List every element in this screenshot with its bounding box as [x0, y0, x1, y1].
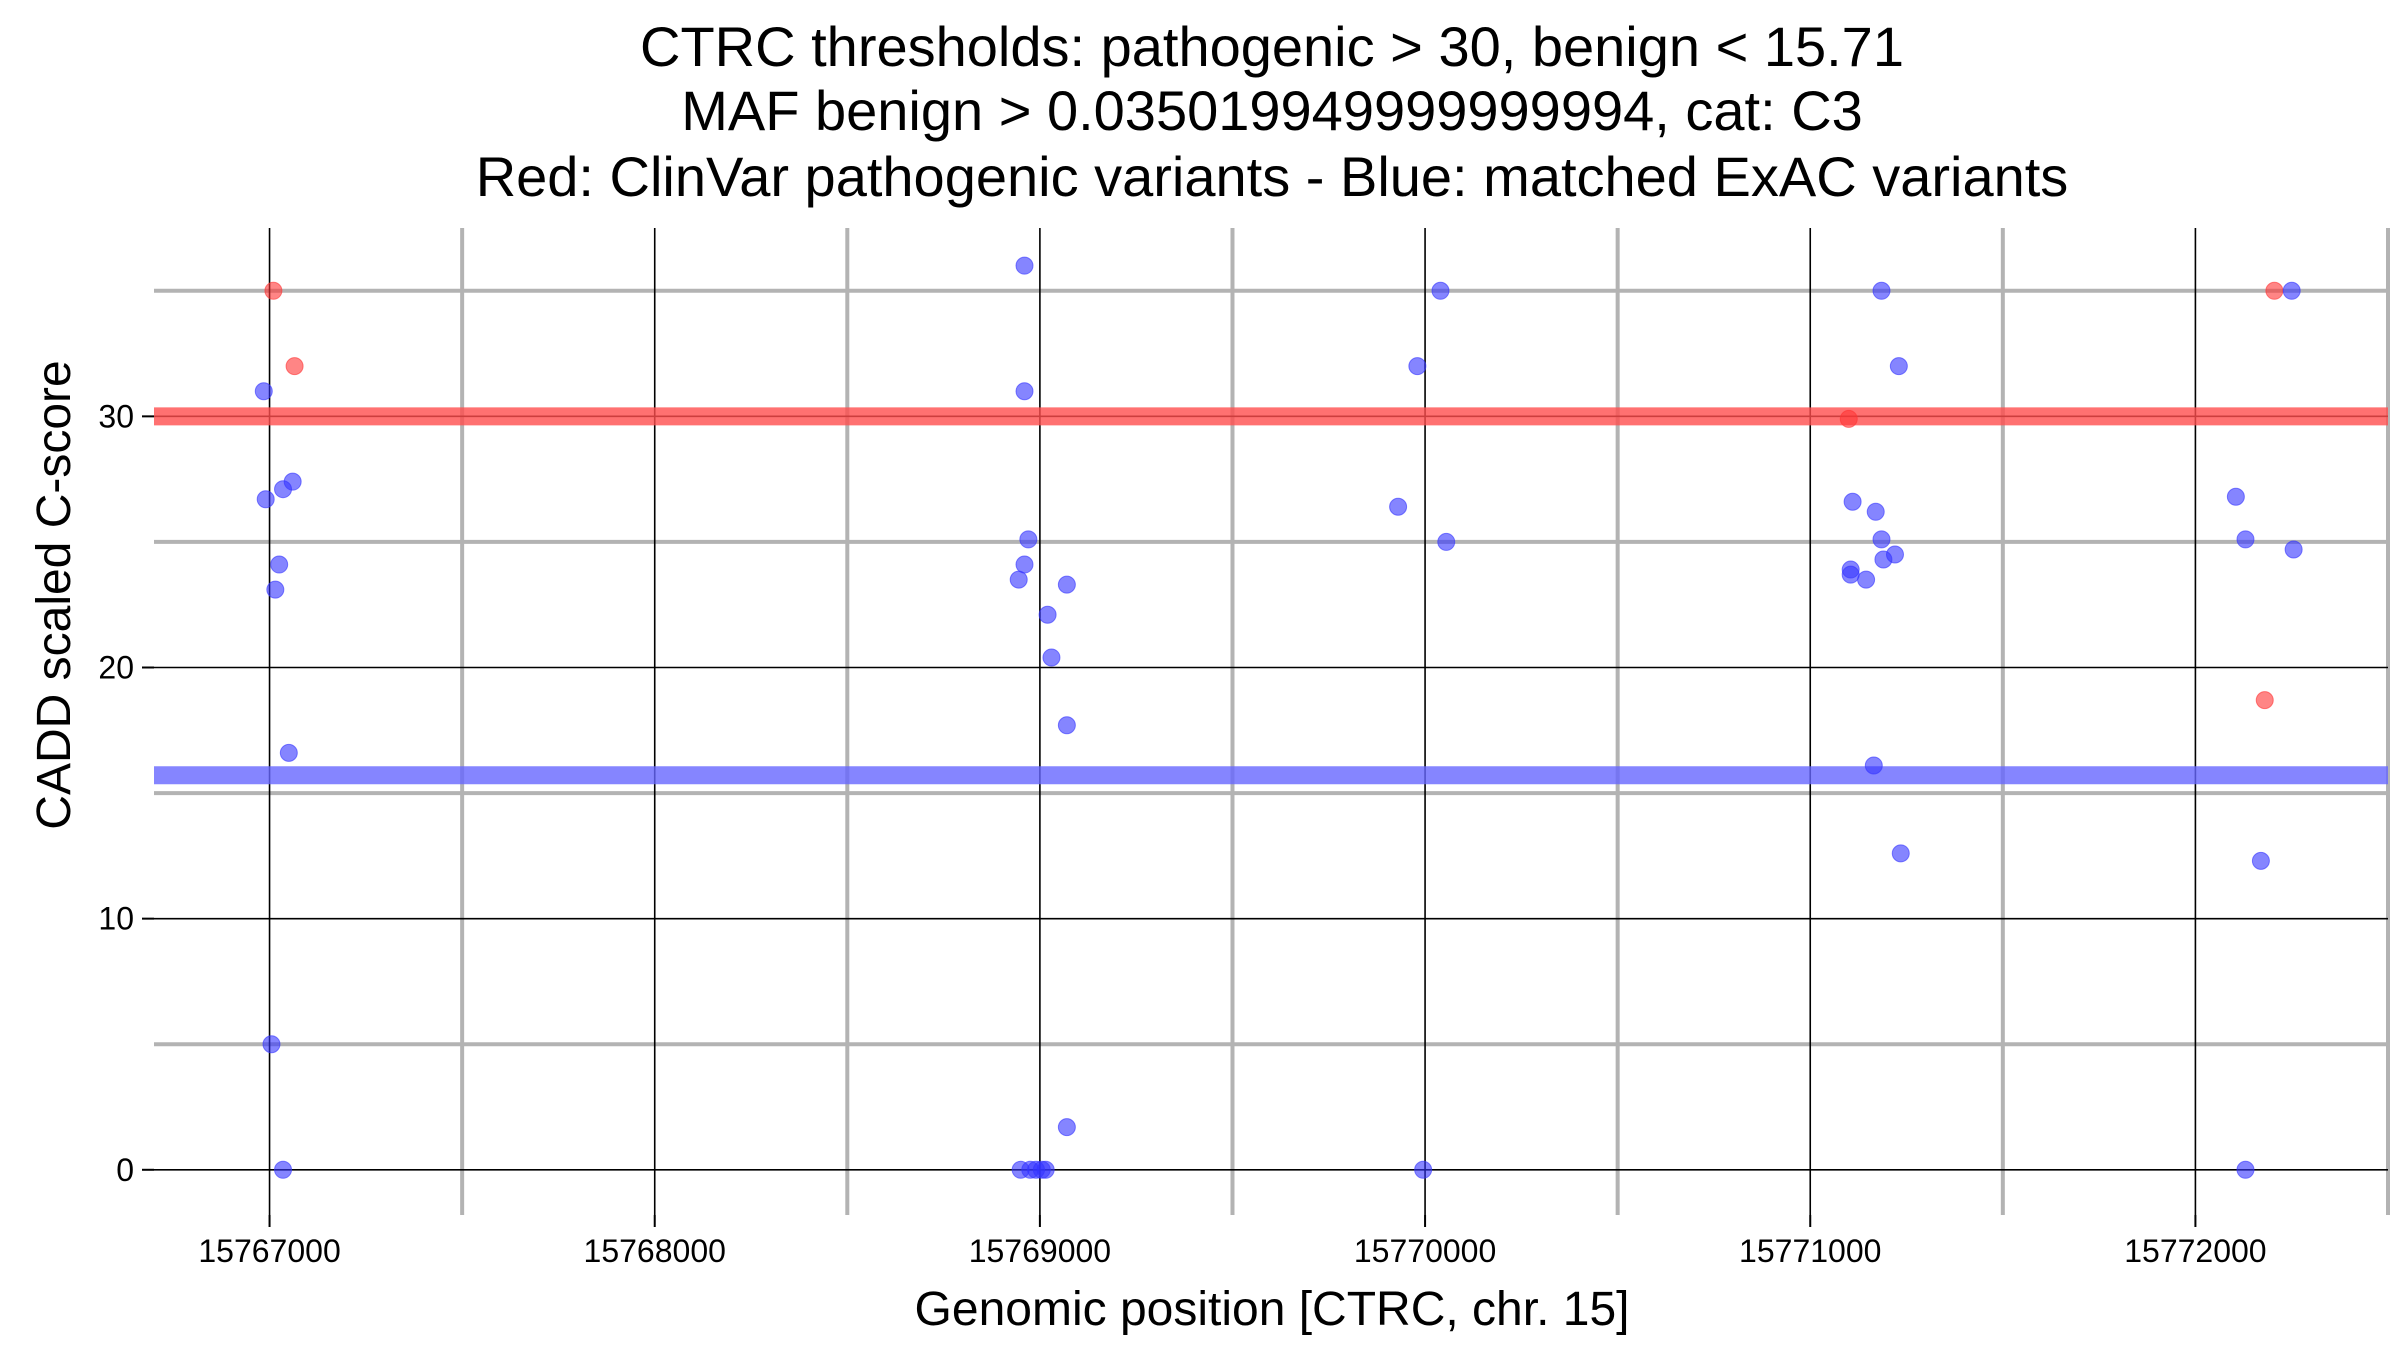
- exac-point: [1408, 357, 1427, 376]
- x-tick-label: 15769000: [969, 1233, 1111, 1269]
- exac-point: [2251, 851, 2270, 870]
- x-tick-label: 15772000: [2124, 1233, 2266, 1269]
- exac-point: [2282, 281, 2301, 300]
- y-tick-label: 30: [98, 398, 134, 434]
- major-gridlines: [154, 228, 2388, 1215]
- y-tick-label: 10: [98, 901, 134, 937]
- exac-point: [1864, 756, 1883, 775]
- exac-point: [1042, 648, 1061, 667]
- exac-point: [1889, 357, 1908, 376]
- y-axis-title: CADD scaled C-score: [28, 360, 81, 829]
- clinvar-point: [2265, 281, 2284, 300]
- title-line-2: MAF benign > 0.035019949999999994, cat: …: [681, 79, 1863, 142]
- clinvar-point: [1839, 409, 1858, 428]
- exac-point: [1866, 502, 1885, 521]
- exac-point: [1015, 555, 1034, 574]
- exac-point: [1872, 281, 1891, 300]
- threshold-lines: [154, 407, 2388, 785]
- title-line-1: CTRC thresholds: pathogenic > 30, benign…: [640, 15, 1904, 78]
- x-axis-title: Genomic position [CTRC, chr. 15]: [915, 1283, 1630, 1336]
- exac-point: [262, 1035, 281, 1054]
- y-tick-label: 20: [98, 650, 134, 686]
- minor-gridlines: [154, 228, 2390, 1215]
- data-points: [254, 256, 2303, 1179]
- exac-point: [1874, 550, 1893, 569]
- clinvar-point: [264, 281, 283, 300]
- exac-point: [1872, 530, 1891, 549]
- x-tick-label: 15770000: [1354, 1233, 1496, 1269]
- title-line-3: Red: ClinVar pathogenic variants - Blue:…: [476, 145, 2069, 208]
- exac-point: [2236, 1160, 2255, 1179]
- chart-title: CTRC thresholds: pathogenic > 30, benign…: [476, 15, 2069, 208]
- exac-point: [1414, 1160, 1433, 1179]
- exac-point: [1857, 570, 1876, 589]
- x-tick-label: 15767000: [198, 1233, 340, 1269]
- exac-point: [274, 1160, 293, 1179]
- exac-point: [1057, 1118, 1076, 1137]
- exac-point: [1437, 532, 1456, 551]
- x-tick-label: 15768000: [584, 1233, 726, 1269]
- exac-point: [256, 490, 275, 509]
- exac-point: [1019, 530, 1038, 549]
- exac-point: [1841, 565, 1860, 584]
- exac-point: [1009, 570, 1028, 589]
- clinvar-point: [285, 357, 304, 376]
- exac-point: [283, 472, 302, 491]
- exac-point: [1038, 605, 1057, 624]
- exac-point: [1036, 1160, 1055, 1179]
- exac-point: [1891, 844, 1910, 863]
- exac-point: [266, 580, 285, 599]
- exac-point: [1057, 716, 1076, 735]
- exac-point: [1389, 497, 1408, 516]
- exac-point: [270, 555, 289, 574]
- x-axis-ticks: 15767000 15768000 15769000 15770000 15771000…: [198, 1215, 2267, 1269]
- exac-point: [279, 743, 298, 762]
- clinvar-point: [2255, 691, 2274, 710]
- y-tick-label: 0: [116, 1152, 134, 1188]
- exac-point: [1015, 382, 1034, 401]
- exac-point: [2226, 487, 2245, 506]
- exac-point: [1843, 492, 1862, 511]
- exac-point: [1431, 281, 1450, 300]
- exac-point: [254, 382, 273, 401]
- y-axis-ticks: 0 10 20 30: [98, 398, 154, 1188]
- exac-point: [1057, 575, 1076, 594]
- exac-point: [2284, 540, 2303, 559]
- x-tick-label: 15771000: [1739, 1233, 1881, 1269]
- exac-point: [2236, 530, 2255, 549]
- exac-point: [1015, 256, 1034, 275]
